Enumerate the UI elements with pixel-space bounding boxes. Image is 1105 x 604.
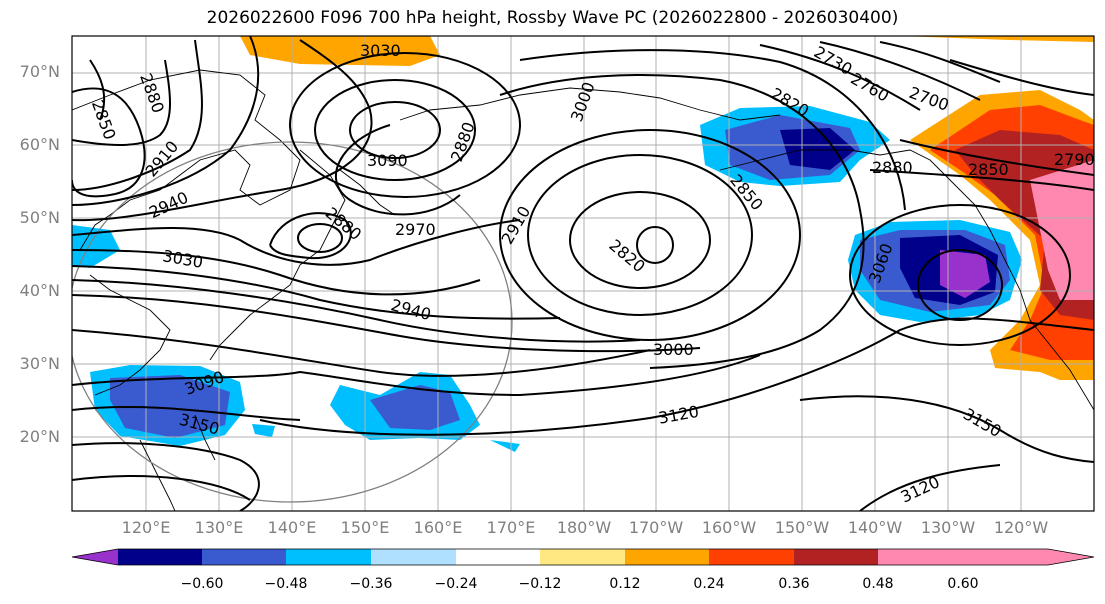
contour-label: 2700	[907, 83, 952, 115]
lon-tick-label: 170°E	[486, 518, 536, 537]
colorbar-arrow-right	[963, 549, 1094, 565]
colorbar-arrow-left	[72, 549, 118, 565]
colorbar-segment	[118, 549, 202, 565]
contour-label: 3030	[161, 246, 204, 272]
lon-tick-label: 160°E	[413, 518, 463, 537]
colorbar-tick-label: 0.24	[693, 576, 725, 592]
reference-circle	[72, 141, 513, 503]
contour-label: 3150	[960, 404, 1005, 441]
colorbar-segment	[709, 549, 794, 565]
colorbar-tick-label: −0.12	[518, 576, 562, 592]
lon-tick-label: 180°W	[556, 518, 612, 537]
lon-tick-label: 170°W	[628, 518, 684, 537]
contour-label: 3030	[360, 41, 401, 60]
contour-label: 3090	[367, 151, 408, 170]
colorbar-tick-label: −0.36	[349, 576, 393, 592]
colorbar-tick-label: −0.24	[434, 576, 478, 592]
lon-tick-label: 120°W	[993, 518, 1049, 537]
contour-label: 3120	[657, 402, 700, 428]
colorbar-segment	[202, 549, 286, 565]
colorbar-segment	[456, 549, 540, 565]
contour-label: 2880	[872, 158, 913, 177]
plot-frame	[71, 35, 1095, 512]
contour-label: 3120	[898, 472, 943, 506]
contour-label: 2880	[322, 203, 365, 244]
contour-label: 2940	[389, 295, 433, 324]
contour-label: 2730	[811, 42, 856, 79]
colorbar-tick-label: −0.48	[264, 576, 308, 592]
contour-label: 3000	[567, 79, 599, 124]
contour-label: 2940	[146, 188, 191, 222]
colorbar-segment	[625, 549, 709, 565]
lat-tick-label: 40°N	[19, 281, 60, 300]
lon-tick-label: 140°W	[847, 518, 903, 537]
lon-tick-label: 130°W	[920, 518, 976, 537]
map-title: 2026022600 F096 700 hPa height, Rossby W…	[206, 8, 899, 28]
contour-label: 2850	[968, 160, 1009, 179]
contour-label: 3000	[653, 340, 694, 359]
colorbar-tick-label: 0.48	[862, 576, 894, 592]
colorbar-tick-label: 0.36	[778, 576, 810, 592]
lon-tick-label: 120°E	[121, 518, 171, 537]
lat-tick-label: 20°N	[19, 427, 60, 446]
lon-tick-label: 130°E	[194, 518, 244, 537]
lat-tick-label: 70°N	[19, 62, 60, 81]
lon-tick-label: 150°W	[774, 518, 830, 537]
contour-label: 2790	[1054, 150, 1095, 169]
colorbar-segment	[371, 549, 456, 565]
colorbar-segment	[878, 549, 963, 565]
contour-label: 2850	[88, 97, 120, 142]
colorbar-segment	[794, 549, 878, 565]
height-contours	[72, 36, 1094, 511]
colorbar-segment	[540, 549, 625, 565]
lat-tick-label: 30°N	[19, 354, 60, 373]
colorbar-tick-label: 0.12	[609, 576, 641, 592]
contour-label: 2760	[848, 69, 893, 106]
lat-tick-label: 50°N	[19, 208, 60, 227]
lat-tick-label: 60°N	[19, 135, 60, 154]
colorbar-segment	[286, 549, 371, 565]
colorbar-tick-label: 0.60	[947, 576, 979, 592]
contour-label: 2820	[605, 236, 648, 277]
contour-label: 2970	[395, 220, 436, 239]
colorbar	[71, 548, 1095, 566]
colorbar-tick-label: −0.60	[180, 576, 224, 592]
lon-tick-label: 160°W	[701, 518, 757, 537]
lon-tick-label: 140°E	[267, 518, 317, 537]
lon-tick-label: 150°E	[340, 518, 390, 537]
